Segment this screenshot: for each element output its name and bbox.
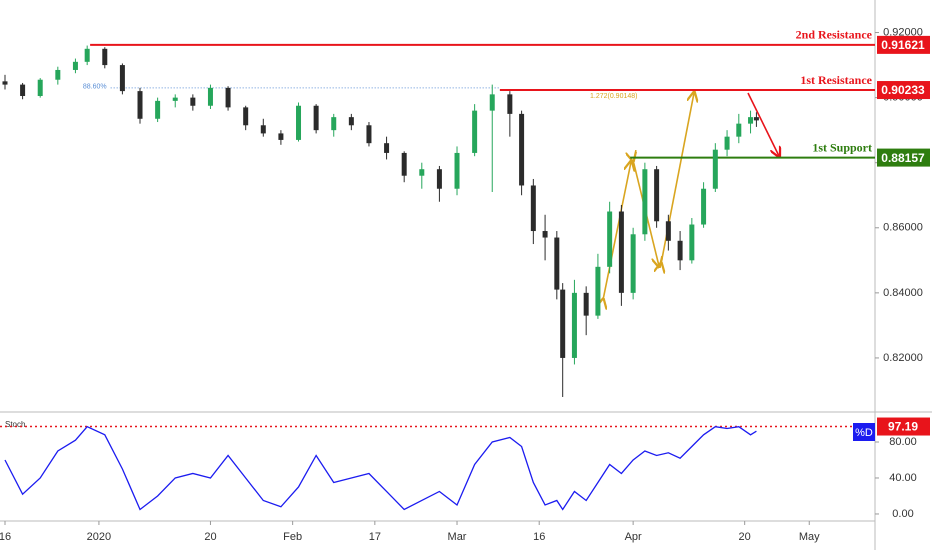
- candle-body: [519, 113, 525, 186]
- candle-body: [530, 185, 536, 232]
- level-name: 2nd Resistance: [796, 28, 873, 42]
- level-tag-label: 0.90233: [881, 83, 925, 97]
- candle-body: [20, 84, 26, 96]
- candle-body: [736, 123, 742, 137]
- level-tag-label: 0.91621: [881, 38, 925, 52]
- x-tick-label: Mar: [448, 531, 467, 543]
- candle-body: [677, 240, 683, 261]
- candle-body: [72, 61, 78, 70]
- candle-body: [37, 79, 43, 96]
- x-tick-label: May: [799, 531, 820, 543]
- stoch-line: [4, 425, 757, 511]
- level-tag-box: [877, 81, 930, 100]
- candle-body: [366, 125, 372, 144]
- x-tick-label: Apr: [625, 531, 642, 543]
- y-tick-label: 0.86000: [883, 222, 923, 234]
- candle-body: [701, 188, 707, 225]
- candle-body: [595, 266, 601, 316]
- x-tick-label: Feb: [283, 531, 302, 543]
- candle-body: [689, 224, 695, 261]
- x-tick-label: 20: [739, 531, 751, 543]
- candle-body: [665, 221, 671, 241]
- fib-label: 88.60%: [83, 84, 107, 91]
- candle-body: [296, 105, 302, 140]
- candle-body: [119, 65, 125, 92]
- direction-arrow: [747, 92, 779, 156]
- candle-body: [278, 133, 284, 140]
- reference-tag-label: 97.19: [888, 420, 918, 434]
- x-tick-label: 16: [533, 531, 545, 543]
- candle-body: [542, 231, 548, 238]
- candle-body: [618, 211, 624, 293]
- candle-body: [260, 125, 266, 134]
- level-name: 1st Support: [812, 140, 872, 154]
- x-tick-label: 17: [369, 531, 381, 543]
- candle-body: [384, 143, 390, 153]
- candle-body: [419, 169, 425, 176]
- reference-tag-box: [877, 417, 930, 436]
- legend-label: %D: [855, 427, 873, 439]
- candle-body: [753, 117, 759, 121]
- candle-body: [571, 292, 577, 358]
- level-name: 1st Resistance: [800, 73, 872, 87]
- candle-body: [102, 48, 108, 66]
- candle-body: [436, 169, 442, 189]
- candle-body: [243, 107, 249, 126]
- extension-label: 1.272(0.90148): [590, 93, 637, 100]
- candle-body: [313, 105, 319, 131]
- y-tick-label: 0.00: [892, 508, 913, 520]
- candle-body: [454, 152, 460, 189]
- y-tick-label: 40.00: [889, 472, 917, 484]
- candle-body: [172, 97, 178, 101]
- y-tick-label: 0.84000: [883, 287, 923, 299]
- y-tick-label: 80.00: [889, 436, 917, 448]
- candle-body: [84, 48, 90, 62]
- candle-body: [348, 117, 354, 126]
- candle-body: [155, 100, 161, 119]
- x-tick-label: 2020: [87, 531, 111, 543]
- candle-body: [207, 87, 213, 106]
- candle-body: [137, 91, 143, 119]
- candle-body: [55, 69, 61, 80]
- candle-body: [748, 117, 754, 124]
- candle-body: [560, 289, 566, 358]
- level-tag-box: [877, 148, 930, 167]
- candle-body: [472, 110, 478, 153]
- candle-body: [583, 292, 589, 316]
- candle-body: [489, 94, 495, 111]
- x-tick-label: 16: [0, 531, 11, 543]
- indicator-title: Stoch: [5, 420, 25, 429]
- candle-body: [2, 81, 8, 85]
- candle-body: [642, 169, 648, 235]
- candle-body: [225, 87, 231, 108]
- y-tick-label: 0.82000: [883, 352, 923, 364]
- candle-body: [630, 234, 636, 293]
- legend-box: [853, 423, 875, 441]
- candle-body: [554, 237, 560, 290]
- candle-body: [607, 211, 613, 267]
- candle-body: [654, 169, 660, 222]
- candle-body: [331, 117, 337, 131]
- candle-body: [507, 94, 513, 114]
- y-tick-label: 0.92000: [883, 26, 923, 38]
- candle-body: [724, 136, 730, 150]
- candle-body: [401, 152, 407, 176]
- candle-body: [190, 97, 196, 106]
- level-tag-box: [877, 35, 930, 54]
- x-tick-label: 20: [204, 531, 216, 543]
- candle-body: [712, 149, 718, 189]
- level-tag-label: 0.88157: [881, 151, 925, 165]
